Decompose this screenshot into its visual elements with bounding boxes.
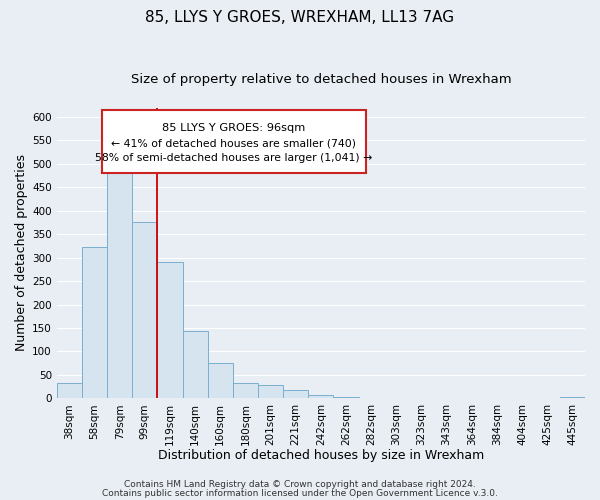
X-axis label: Distribution of detached houses by size in Wrexham: Distribution of detached houses by size … (158, 450, 484, 462)
Bar (560, 397, 585, 398)
Bar (182, 331, 208, 398)
Bar (283, 390, 308, 398)
FancyBboxPatch shape (101, 110, 366, 173)
Text: 85 LLYS Y GROES: 96sqm: 85 LLYS Y GROES: 96sqm (162, 124, 305, 134)
Bar (57, 384, 82, 398)
Bar (233, 384, 258, 398)
Bar (107, 172, 132, 398)
Title: Size of property relative to detached houses in Wrexham: Size of property relative to detached ho… (131, 72, 511, 86)
Bar (82, 248, 107, 398)
Text: 58% of semi-detached houses are larger (1,041) →: 58% of semi-detached houses are larger (… (95, 152, 373, 162)
Bar (308, 394, 334, 398)
Y-axis label: Number of detached properties: Number of detached properties (15, 154, 28, 352)
Text: Contains public sector information licensed under the Open Government Licence v.: Contains public sector information licen… (102, 490, 498, 498)
Text: ← 41% of detached houses are smaller (740): ← 41% of detached houses are smaller (74… (111, 138, 356, 148)
Bar (208, 363, 233, 398)
Bar (258, 384, 283, 398)
Bar (132, 222, 157, 398)
Bar (157, 262, 182, 398)
Text: Contains HM Land Registry data © Crown copyright and database right 2024.: Contains HM Land Registry data © Crown c… (124, 480, 476, 489)
Text: 85, LLYS Y GROES, WREXHAM, LL13 7AG: 85, LLYS Y GROES, WREXHAM, LL13 7AG (145, 10, 455, 25)
